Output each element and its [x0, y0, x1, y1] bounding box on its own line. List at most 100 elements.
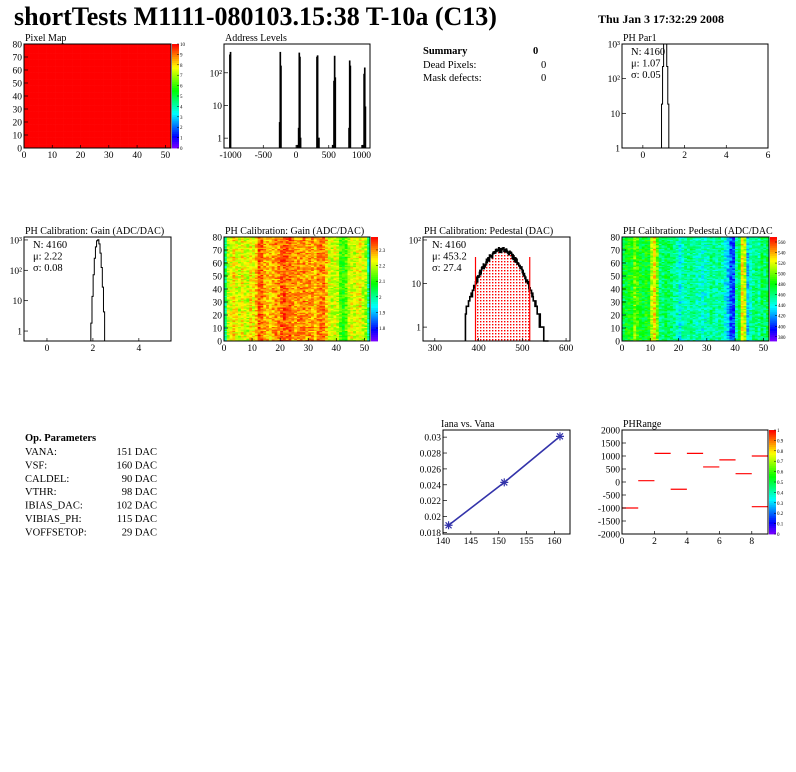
- heatmap-cell: [145, 53, 149, 55]
- heatmap-cell: [55, 136, 59, 138]
- heatmap-cell: [145, 125, 149, 128]
- heatmap-cell: [156, 122, 160, 124]
- heatmap-cell: [77, 110, 81, 112]
- heatmap-cell: [80, 59, 84, 62]
- heatmap-cell: [229, 274, 233, 277]
- palette-swatch: [172, 131, 179, 134]
- heatmap-cell: [117, 137, 121, 140]
- heatmap-cell: [240, 329, 244, 331]
- heatmap-cell: [77, 125, 81, 128]
- heatmap-cell: [117, 123, 121, 125]
- heatmap-cell: [57, 83, 62, 85]
- heatmap-cell: [32, 89, 36, 92]
- heatmap-cell: [103, 112, 107, 115]
- heatmap-cell: [86, 106, 90, 108]
- heatmap-cell: [108, 66, 112, 68]
- heatmap-cell: [168, 67, 172, 69]
- heatmap-cell: [86, 68, 90, 71]
- heatmap-cell: [46, 123, 50, 125]
- heatmap-cell: [100, 106, 104, 108]
- heatmap-cell: [232, 328, 236, 330]
- heatmap-cell: [35, 77, 39, 80]
- heatmap-cell: [128, 102, 132, 105]
- heatmap-cell: [162, 59, 166, 62]
- heatmap-column: [91, 44, 95, 149]
- heatmap-cell: [80, 122, 84, 124]
- heatmap-cell: [142, 101, 146, 103]
- heatmap-cell: [238, 322, 242, 325]
- heatmap-column: [66, 44, 70, 149]
- heatmap-cell: [131, 84, 135, 86]
- heatmap-cell: [72, 123, 76, 125]
- heatmap-cell: [105, 125, 110, 128]
- heatmap-cell: [235, 320, 239, 322]
- heatmap-cell: [105, 137, 110, 140]
- heatmap-cell: [122, 60, 127, 63]
- heatmap-cell: [66, 131, 70, 133]
- heatmap-cell: [145, 118, 149, 120]
- heatmap-cell: [114, 123, 118, 125]
- heatmap-cell: [240, 268, 244, 270]
- heatmap-cell: [26, 50, 30, 53]
- heatmap-cell: [52, 50, 56, 53]
- heatmap-cell: [156, 73, 160, 76]
- heatmap-cell: [240, 324, 244, 326]
- heatmap-cell: [156, 59, 160, 62]
- heatmap-cell: [226, 238, 230, 240]
- heatmap-cell: [105, 76, 110, 79]
- heatmap-cell: [49, 83, 53, 85]
- heatmap-cell: [131, 99, 135, 102]
- heatmap-cell: [40, 66, 45, 68]
- heatmap-cell: [97, 51, 101, 54]
- stat-sigma: σ: 0.05: [631, 70, 661, 81]
- heatmap-cell: [165, 72, 169, 75]
- heatmap-cell: [235, 308, 239, 311]
- heatmap-cell: [57, 51, 62, 54]
- heatmap-cell: [131, 135, 135, 137]
- heatmap-cell: [94, 79, 98, 81]
- heatmap-cell: [137, 120, 141, 123]
- heatmap-cell: [55, 111, 59, 114]
- heatmap-cell: [74, 103, 79, 106]
- palette-swatch: [172, 102, 179, 105]
- heatmap-cell: [52, 105, 56, 107]
- heatmap-cell: [83, 76, 87, 79]
- heatmap-cell: [100, 71, 104, 73]
- heatmap-cell: [24, 128, 28, 131]
- heatmap-cell: [86, 114, 90, 116]
- heatmap-cell: [86, 115, 90, 118]
- heatmap-cell: [55, 122, 59, 124]
- heatmap-cell: [38, 116, 42, 119]
- heatmap-cell: [159, 92, 163, 94]
- heatmap-cell: [55, 84, 59, 86]
- heatmap-cell: [29, 85, 33, 88]
- heatmap-cell: [131, 86, 135, 89]
- heatmap-cell: [89, 89, 93, 92]
- heatmap-cell: [238, 304, 242, 307]
- heatmap-cell: [114, 90, 118, 93]
- heatmap-column: [29, 44, 33, 149]
- heatmap-cell: [105, 106, 110, 108]
- heatmap-cell: [38, 102, 42, 105]
- heatmap-cell: [57, 88, 62, 90]
- heatmap-cell: [125, 64, 129, 67]
- heatmap-cell: [69, 136, 73, 138]
- heatmap-cell: [122, 46, 127, 49]
- heatmap-cell: [134, 101, 138, 103]
- palette-swatch: [172, 93, 179, 97]
- heatmap-cell: [38, 84, 42, 86]
- heatmap-cell: [66, 132, 70, 134]
- heatmap-cell: [142, 98, 146, 101]
- heatmap-cell: [108, 90, 112, 93]
- heatmap-cell: [134, 90, 138, 93]
- heatmap-cell: [243, 296, 247, 299]
- heatmap-cell: [77, 44, 81, 46]
- heatmap-cell: [156, 66, 160, 68]
- heatmap-cell: [72, 136, 76, 138]
- heatmap-cell: [60, 44, 64, 46]
- heatmap-cell: [35, 49, 39, 51]
- heatmap-cell: [238, 277, 242, 279]
- heatmap-cell: [55, 120, 59, 123]
- heatmap-cell: [229, 291, 233, 294]
- heatmap-cell: [100, 73, 104, 76]
